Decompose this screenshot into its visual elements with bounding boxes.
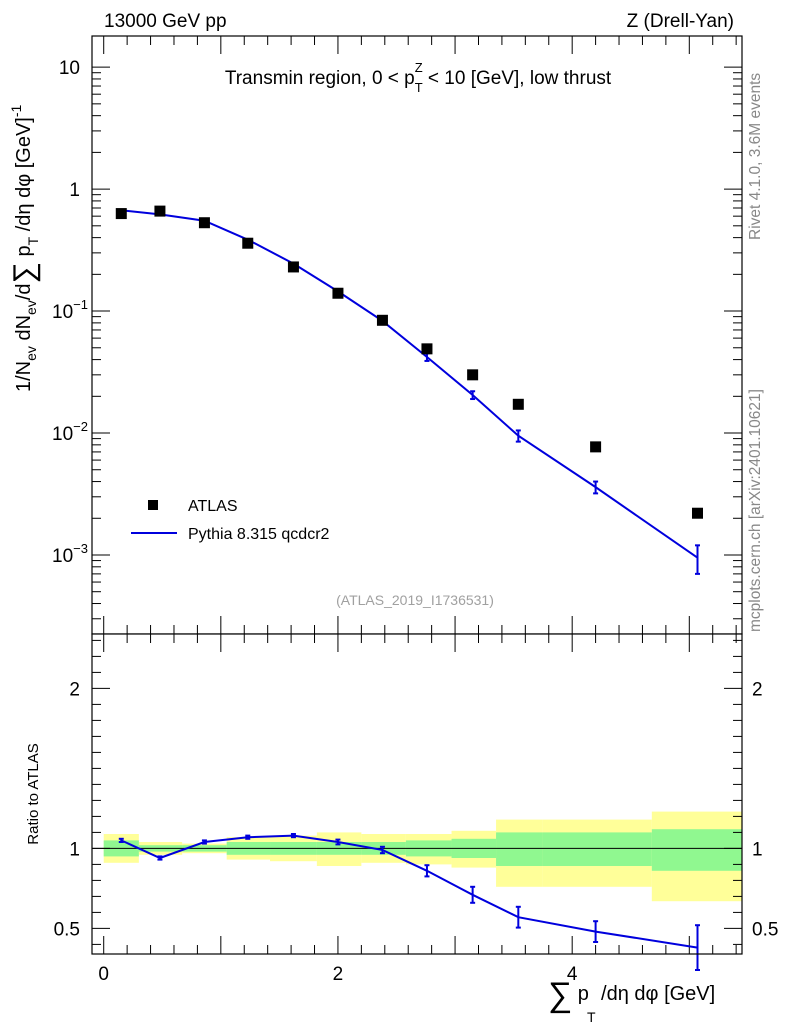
main-y-tick-label: 10−3 bbox=[52, 541, 88, 567]
ratio-frame bbox=[91, 633, 743, 955]
ratio-uncertainty-bands bbox=[103, 811, 742, 902]
x-tick-label: 0 bbox=[98, 964, 109, 985]
ratio-band-stat bbox=[496, 832, 543, 866]
rivet-version-label: Rivet 4.1.0, 3.6M events bbox=[747, 73, 764, 240]
plot-title: Transmin region, 0 < pTZ < 10 [GeV], low… bbox=[225, 60, 612, 95]
data-point bbox=[590, 441, 602, 453]
header-channel: Z (Drell-Yan) bbox=[627, 11, 734, 32]
main-panel: 10 1 10−1 10−2 10−3 Transmin region, 0 < pTZ… bbox=[8, 35, 743, 635]
data-point bbox=[154, 205, 166, 217]
x-tick-label: 4 bbox=[567, 964, 578, 985]
legend-marker-atlas bbox=[148, 500, 158, 510]
main-y-tick-label: 10−2 bbox=[52, 419, 88, 445]
ratio-y-tick-label-right: 1 bbox=[752, 839, 763, 860]
ratio-mc-series bbox=[118, 833, 700, 971]
main-y-tick-label: 10−1 bbox=[52, 297, 88, 323]
ratio-plot-area bbox=[92, 634, 742, 954]
legend-label-atlas: ATLAS bbox=[188, 498, 238, 515]
data-point bbox=[467, 369, 479, 381]
ratio-band-stat bbox=[651, 829, 742, 871]
ratio-mc-line bbox=[120, 834, 698, 949]
data-point bbox=[376, 314, 388, 326]
main-y-tick-labels: 10 1 10−1 10−2 10−3 bbox=[52, 58, 88, 567]
data-series bbox=[115, 205, 703, 519]
mc-line bbox=[121, 209, 699, 559]
data-point bbox=[421, 343, 433, 355]
data-point bbox=[115, 208, 127, 220]
main-axis-ticks bbox=[92, 36, 742, 634]
ratio-y-tick-label-left: 0.5 bbox=[54, 919, 80, 940]
legend-label-pythia: Pythia 8.315 qcdcr2 bbox=[188, 526, 330, 543]
ratio-tick-labels: 0.5 0.5 1 1 2 2 0 2 4 bbox=[54, 679, 779, 985]
header-process: 13000 GeV pp bbox=[104, 11, 227, 32]
main-y-tick-label: 10 bbox=[59, 58, 80, 79]
ratio-band-stat bbox=[542, 832, 652, 866]
mcplots-site-label: mcplots.cern.ch [arXiv:2401.10621] bbox=[747, 389, 764, 632]
data-point bbox=[691, 507, 703, 519]
ratio-y-tick-label-right: 2 bbox=[752, 679, 763, 700]
x-tick-label: 2 bbox=[333, 964, 344, 985]
data-point bbox=[332, 287, 344, 299]
ratio-y-tick-label-right: 0.5 bbox=[752, 919, 778, 940]
data-point bbox=[287, 261, 299, 273]
ratio-y-tick-label-left: 1 bbox=[69, 839, 80, 860]
ratio-y-tick-label-left: 2 bbox=[69, 679, 80, 700]
data-point bbox=[242, 237, 254, 249]
ratio-y-axis-label: Ratio to ATLAS bbox=[25, 743, 42, 844]
legend: ATLAS Pythia 8.315 qcdcr2 bbox=[131, 498, 330, 543]
main-y-axis-label: 1/Nev dNev/d∑ pT /dη dφ [GeV]-1 bbox=[8, 104, 41, 392]
main-y-tick-label: 1 bbox=[69, 180, 80, 201]
data-point bbox=[198, 217, 210, 229]
analysis-watermark: (ATLAS_2019_I1736531) bbox=[336, 592, 494, 608]
ratio-axis-ticks bbox=[92, 634, 742, 954]
main-plot-area bbox=[92, 36, 742, 634]
data-point bbox=[512, 398, 524, 410]
